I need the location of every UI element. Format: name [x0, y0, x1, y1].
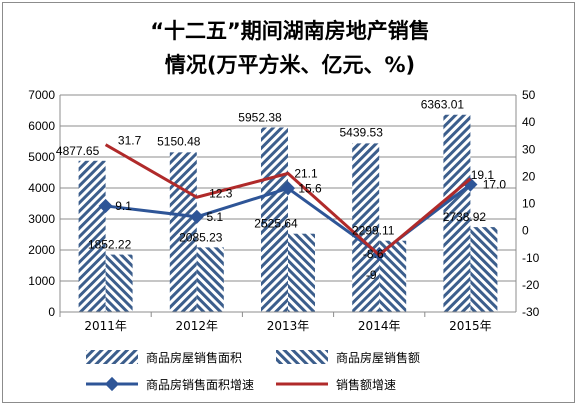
bar-sales	[105, 254, 133, 312]
bar-area	[169, 152, 197, 312]
legend-label-sales: 商品房屋销售额	[336, 350, 420, 365]
label-area: 5150.48	[157, 134, 201, 148]
y-left-tick-label: 4000	[28, 181, 55, 195]
data-labels: 4877.65 5150.48 5952.38 5439.53 6363.01 1852.…	[56, 98, 506, 282]
bar-sales	[196, 247, 224, 312]
y-right-tick-label: -30	[522, 305, 540, 319]
y-right-tick-label: 0	[522, 224, 529, 238]
bar-area	[443, 114, 471, 312]
y-right-tick-label: 30	[522, 142, 536, 156]
bar-area	[261, 127, 288, 312]
legend-label-sales-growth: 销售额增速	[336, 377, 396, 392]
y-left-tick-label: 1000	[28, 274, 55, 288]
label-sales-growth: 21.1	[294, 166, 318, 180]
label-sales-growth: 12.3	[209, 186, 233, 200]
label-sales-growth: 31.7	[118, 134, 142, 148]
legend-label-area: 商品房屋销售面积	[146, 350, 242, 365]
y-right-tick-label: -10	[522, 251, 540, 265]
legend-label-area-growth: 商品房销售面积增速	[146, 377, 254, 392]
y-left-tick-label: 2000	[28, 243, 55, 257]
label-sales: 1852.22	[88, 238, 132, 252]
legend-marker-area-growth	[104, 376, 120, 392]
x-tick-label: 2013年	[267, 319, 310, 333]
label-area-growth: 5.1	[206, 210, 223, 224]
y-left-tick-label: 3000	[28, 212, 55, 226]
label-area-growth: 15.6	[298, 181, 322, 195]
chart-title-line-1: “十二五”期间湖南房地产销售	[150, 19, 430, 43]
line-sales-growth	[104, 143, 472, 258]
y-left-tick-label: 7000	[28, 88, 55, 102]
legend-swatch-sales	[276, 350, 328, 364]
y-left-tick-label: 5000	[28, 150, 55, 164]
y-right-tick-label: 40	[522, 115, 536, 129]
y-right-tick-label: 50	[522, 88, 536, 102]
label-area: 5952.38	[238, 110, 282, 124]
label-sales: 2525.64	[254, 217, 298, 231]
bar-area	[352, 143, 380, 312]
y-right-tick-label: 20	[522, 169, 536, 183]
y-right-tick-label: -20	[522, 278, 540, 292]
label-sales-growth: 19.1	[471, 168, 495, 182]
label-area: 5439.53	[340, 125, 384, 139]
y-left-tick-label: 6000	[28, 119, 55, 133]
label-sales: 2085.23	[179, 230, 223, 244]
x-tick-label: 2014年	[358, 319, 401, 333]
legend-swatch-area	[86, 350, 138, 364]
label-area: 6363.01	[421, 98, 465, 112]
axes: 0 1000 2000 3000 4000 5000 6000 7000 -30 -20 -10 0 1…	[28, 88, 539, 333]
bar-sales	[288, 233, 315, 312]
x-tick-label: 2012年	[176, 319, 219, 333]
y-right-tick-label: 10	[522, 197, 536, 211]
lines	[98, 143, 478, 262]
chart-title-line-2: 情况(万平方米、亿元、%)	[165, 53, 415, 77]
x-tick-label: 2011年	[84, 319, 127, 333]
y-left-tick-label: 0	[48, 305, 55, 319]
label-sales-growth: -9	[366, 268, 377, 282]
chart-frame	[2, 2, 575, 403]
label-sales: 2738.92	[443, 210, 487, 224]
bar-sales	[470, 227, 498, 312]
label-area: 4877.65	[56, 144, 100, 158]
label-sales: 2299.11	[352, 224, 395, 238]
label-area-growth: -8.6	[363, 247, 384, 261]
label-area-growth: 9.1	[115, 199, 132, 213]
x-tick-label: 2015年	[449, 319, 492, 333]
bars	[78, 114, 498, 312]
label-area-growth: 17.0	[483, 178, 507, 192]
marker-area-growth	[189, 209, 204, 224]
bar-area	[78, 160, 106, 312]
marker-area-growth	[280, 181, 296, 196]
